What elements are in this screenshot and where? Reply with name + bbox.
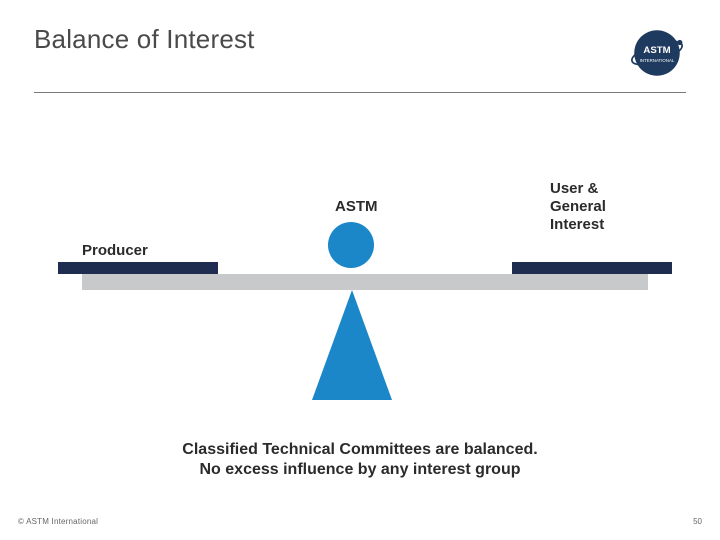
subtitle-line2: No excess influence by any interest grou…	[200, 461, 521, 478]
svg-text:INTERNATIONAL: INTERNATIONAL	[640, 58, 675, 63]
subtitle-line1: Classified Technical Committees are bala…	[182, 441, 537, 458]
balance-diagram: ASTM Producer User & General Interest	[0, 170, 720, 430]
header: Balance of Interest ASTM INTERNATIONAL	[34, 24, 686, 82]
user-label-line3: Interest	[550, 216, 604, 233]
user-general-interest-label: User & General Interest	[550, 180, 660, 234]
copyright-text: © ASTM International	[18, 517, 98, 526]
astm-label: ASTM	[335, 198, 378, 215]
fulcrum-head-shape	[328, 222, 374, 268]
header-rule	[34, 92, 686, 93]
astm-logo: ASTM INTERNATIONAL	[628, 24, 686, 82]
user-label-line2: General	[550, 198, 606, 215]
page-title: Balance of Interest	[34, 24, 255, 55]
fulcrum-body-shape	[312, 290, 392, 400]
subtitle: Classified Technical Committees are bala…	[0, 440, 720, 480]
balance-beam	[82, 274, 648, 290]
slide-root: Balance of Interest ASTM INTERNATIONAL A…	[0, 0, 720, 540]
astm-logo-icon: ASTM INTERNATIONAL	[629, 25, 685, 81]
user-weight-block	[512, 262, 672, 274]
producer-weight-block	[58, 262, 218, 274]
producer-label: Producer	[82, 242, 148, 259]
page-number: 50	[693, 517, 702, 526]
user-label-line1: User &	[550, 180, 598, 197]
svg-text:ASTM: ASTM	[643, 45, 670, 56]
